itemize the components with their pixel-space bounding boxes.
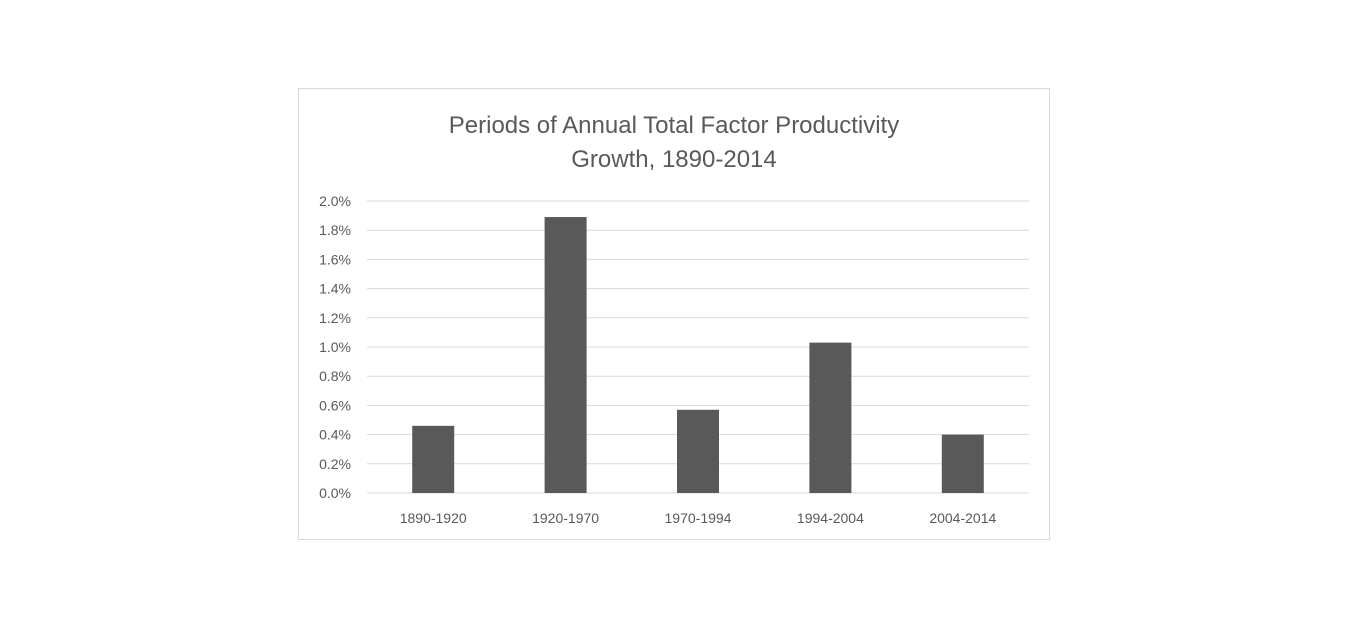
x-tick-label: 1970-1994	[665, 510, 732, 526]
bar-1970-1994	[677, 409, 719, 493]
y-tick-label: 1.0%	[319, 339, 351, 355]
bars	[412, 217, 984, 493]
chart-title: Periods of Annual Total Factor Productiv…	[299, 109, 1049, 177]
y-tick-label: 1.6%	[319, 251, 351, 267]
bar-1890-1920	[412, 425, 455, 493]
y-tick-label: 1.8%	[319, 222, 351, 238]
x-tick-label: 1920-1970	[532, 510, 599, 526]
x-axis-ticks: 1890-1920 1920-1970 1970-1994 1994-2004 2004…	[400, 510, 997, 526]
bar-1920-1970	[544, 217, 587, 493]
chart-title-line-2: Growth, 1890-2014	[571, 146, 777, 173]
y-tick-label: 0.2%	[319, 456, 351, 472]
y-tick-label: 0.6%	[319, 397, 351, 413]
y-tick-label: 0.8%	[319, 368, 351, 384]
y-tick-label: 0.0%	[319, 485, 351, 501]
bar-1994-2004	[809, 342, 852, 493]
grid-lines	[367, 200, 1029, 494]
y-tick-label: 2.0%	[319, 193, 351, 209]
bar-2004-2014	[941, 434, 984, 493]
y-tick-label: 1.4%	[319, 281, 351, 297]
x-tick-label: 1890-1920	[400, 510, 467, 526]
chart-plot: 0.0% 0.2% 0.4% 0.6% 0.8% 1.0% 1.2% 1.4% 1.6% 1.8%…	[319, 193, 1029, 526]
y-tick-label: 1.2%	[319, 310, 351, 326]
x-tick-label: 2004-2014	[929, 510, 996, 526]
x-tick-label: 1994-2004	[797, 510, 864, 526]
chart-container: Periods of Annual Total Factor Productiv…	[298, 88, 1050, 540]
chart-title-line-1: Periods of Annual Total Factor Productiv…	[448, 112, 900, 139]
y-axis-ticks: 0.0% 0.2% 0.4% 0.6% 0.8% 1.0% 1.2% 1.4% 1.6% 1.8%…	[319, 193, 351, 501]
y-tick-label: 0.4%	[319, 427, 351, 443]
